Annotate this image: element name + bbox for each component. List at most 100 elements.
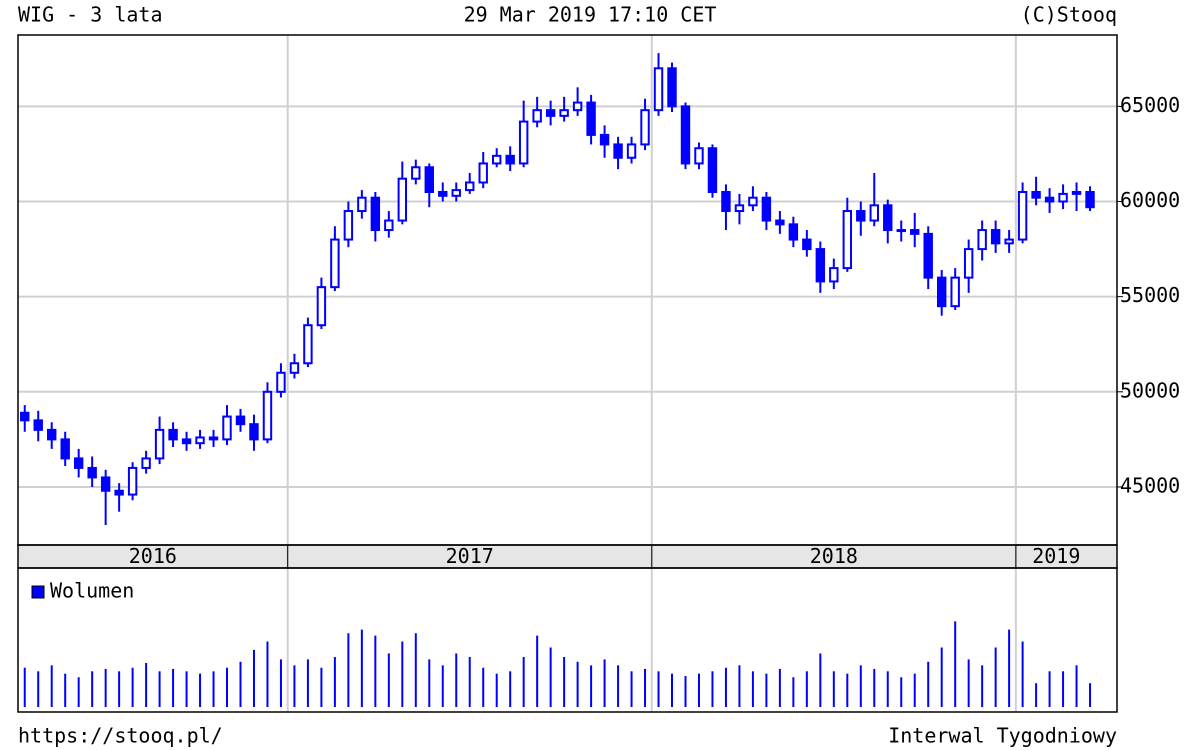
y-tick-label: 60000	[1120, 188, 1180, 212]
candle-body	[87, 466, 97, 479]
candle-body	[626, 143, 637, 159]
candle-body	[1004, 238, 1014, 245]
candle-body	[505, 154, 515, 165]
candle-body	[73, 457, 84, 469]
footer-interval: Interwal Tygodniowy	[888, 724, 1117, 748]
y-tick-label: 65000	[1120, 93, 1180, 117]
legend-swatch	[31, 585, 45, 599]
candle-body	[438, 190, 448, 197]
year-label: 2017	[446, 544, 494, 568]
candle-body	[856, 210, 866, 222]
candle-body	[127, 466, 138, 496]
candle-body	[60, 438, 70, 460]
candle-body	[572, 101, 583, 112]
candle-body	[977, 229, 987, 251]
candle-body	[451, 189, 461, 197]
footer-url: https://stooq.pl/	[18, 724, 223, 748]
candle-body	[465, 181, 475, 192]
candle-body	[613, 143, 623, 159]
candle-body	[923, 232, 933, 279]
chart-source: (C)Stooq	[1021, 3, 1117, 27]
candle-body	[842, 210, 853, 270]
candle-body	[883, 204, 893, 232]
year-label: 2018	[810, 544, 858, 568]
candle-body	[222, 415, 232, 441]
candle-body	[370, 196, 381, 232]
candle-body	[721, 190, 731, 213]
candle-body	[545, 109, 556, 117]
candle-body	[100, 476, 111, 492]
candle-body	[1044, 196, 1055, 203]
candle-body	[586, 101, 596, 136]
candle-body	[411, 166, 421, 180]
candle-body	[1085, 190, 1095, 209]
candle-body	[559, 109, 569, 117]
candle-body	[910, 229, 920, 235]
candle-body	[775, 219, 785, 226]
candle-body	[1071, 190, 1082, 195]
candle-body	[478, 162, 488, 184]
candle-body	[518, 120, 529, 165]
year-label: 2019	[1032, 544, 1080, 568]
candle-body	[950, 276, 960, 308]
candle-body	[168, 428, 178, 441]
candle-body	[936, 276, 947, 308]
candle-body	[532, 109, 542, 123]
candle-body	[680, 105, 691, 165]
y-tick-label: 50000	[1120, 378, 1180, 402]
candle-body	[262, 390, 273, 441]
candle-body	[491, 154, 502, 165]
candle-body	[141, 457, 151, 469]
candle-body	[235, 415, 246, 426]
candle-body	[829, 267, 839, 283]
candle-body	[869, 204, 879, 222]
candle-body	[249, 423, 259, 441]
panel-border	[17, 567, 1118, 713]
candle-body	[330, 238, 340, 289]
y-tick-label: 55000	[1120, 283, 1180, 307]
candle-body	[289, 362, 300, 374]
candle-body	[667, 67, 677, 108]
candle-body	[303, 324, 313, 365]
candle-body	[694, 147, 704, 165]
candle-body	[424, 166, 434, 193]
candle-body	[761, 196, 772, 222]
candle-body	[707, 147, 718, 193]
candle-body	[990, 229, 1001, 245]
candle-body	[640, 109, 650, 146]
candle-body	[114, 489, 124, 496]
candle-body	[357, 196, 367, 213]
candle-body	[20, 411, 30, 422]
candle-body	[963, 248, 974, 279]
candle-body	[748, 196, 758, 207]
candle-body	[1031, 190, 1041, 199]
candle-body	[208, 436, 219, 441]
year-band	[18, 545, 1117, 568]
candle-body	[1017, 190, 1028, 241]
candle-body	[599, 133, 610, 146]
chart-title: WIG - 3 lata	[18, 3, 163, 27]
candle-body	[815, 248, 826, 283]
candle-body	[195, 436, 205, 445]
candle-body	[316, 286, 327, 327]
candle-body	[47, 428, 57, 441]
year-label: 2016	[129, 544, 177, 568]
candle-body	[276, 371, 286, 393]
candle-body	[397, 177, 408, 222]
candle-body	[384, 219, 394, 232]
candle-body	[1058, 192, 1068, 203]
candle-body	[343, 210, 354, 241]
candle-body	[896, 229, 906, 233]
candle-body	[802, 238, 812, 251]
candle-body	[653, 67, 664, 112]
candle-body	[788, 223, 799, 241]
candle-body	[181, 438, 192, 445]
candle-body	[33, 419, 43, 431]
chart-date: 29 Mar 2019 17:10 CET	[464, 3, 717, 27]
candle-body	[154, 428, 165, 460]
y-tick-label: 45000	[1120, 473, 1180, 497]
candle-body	[734, 204, 745, 213]
legend-label: Wolumen	[50, 579, 134, 603]
